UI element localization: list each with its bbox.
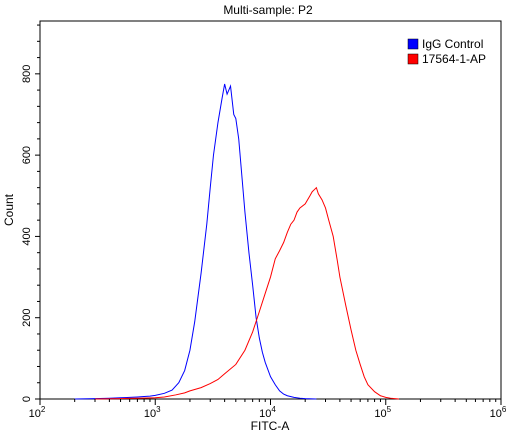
x-tick-label: 106: [490, 405, 507, 420]
y-axis-label: Count: [2, 193, 16, 226]
series-line-1: [74, 83, 317, 400]
plot-frame: [39, 20, 502, 400]
y-tick-label: 200: [21, 309, 33, 327]
x-tick-label: 102: [29, 405, 46, 420]
legend-label: 17564-1-AP: [422, 52, 486, 66]
series-layer: [74, 83, 399, 400]
chart-title: Multi-sample: P2: [223, 3, 313, 17]
y-tick-label: 0: [21, 396, 33, 402]
y-tick-label: 600: [21, 146, 33, 164]
legend-swatch: [407, 38, 419, 50]
series-line-2: [94, 186, 399, 400]
x-tick-label: 103: [144, 405, 161, 420]
x-tick-label: 105: [374, 405, 391, 420]
x-axis-label: FITC-A: [251, 419, 290, 433]
x-tick-label: 104: [259, 405, 276, 420]
legend-swatch: [407, 53, 419, 65]
legend-label: IgG Control: [422, 37, 483, 51]
y-tick-label: 800: [21, 65, 33, 83]
y-axis: 0 200 400 600 800: [21, 24, 40, 402]
x-axis: 102 103 104 105 106: [29, 399, 507, 420]
y-tick-label: 400: [21, 227, 33, 245]
